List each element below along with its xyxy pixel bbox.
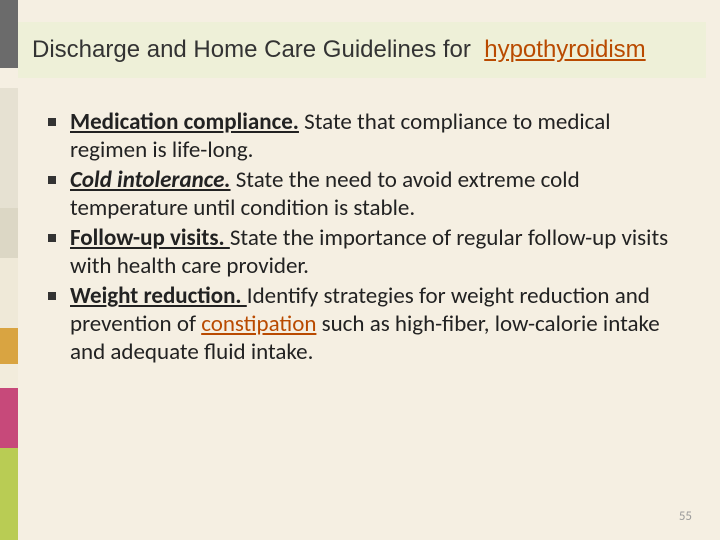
accent-stripe-gap [0, 68, 18, 88]
accent-stripe-top [0, 0, 18, 68]
page-number: 55 [679, 509, 692, 524]
accent-stripe-seg-6 [0, 448, 18, 540]
accent-stripe-seg-5 [0, 388, 18, 448]
bullet-item: Cold intolerance. State the need to avoi… [48, 166, 672, 222]
accent-stripe-seg-4 [0, 364, 18, 388]
bullet-label: Cold intolerance. [70, 166, 231, 194]
bullet-item: Follow-up visits. State the importance o… [48, 224, 672, 280]
bullet-link: constipation [201, 310, 316, 338]
accent-stripe-seg-1 [0, 208, 18, 258]
slide-title-band: Discharge and Home Care Guidelines for h… [18, 22, 706, 78]
accent-stripe-seg-2 [0, 258, 18, 328]
bullet-item: Medication compliance. State that compli… [48, 108, 672, 164]
slide-title: Discharge and Home Care Guidelines for h… [32, 36, 646, 64]
accent-stripe-seg-3 [0, 328, 18, 364]
bullet-list: Medication compliance. State that compli… [48, 108, 672, 368]
slide-title-prefix: Discharge and Home Care Guidelines for [32, 36, 471, 63]
slide-title-keyword: hypothyroidism [484, 36, 645, 63]
bullet-label: Weight reduction. [70, 282, 247, 310]
bullet-ul: Medication compliance. State that compli… [48, 108, 672, 366]
bullet-item: Weight reduction. Identify strategies fo… [48, 282, 672, 366]
bullet-label: Medication compliance. [70, 108, 299, 136]
accent-stripe-seg-0 [0, 88, 18, 208]
accent-stripe [0, 0, 18, 540]
bullet-label: Follow-up visits. [70, 224, 230, 252]
